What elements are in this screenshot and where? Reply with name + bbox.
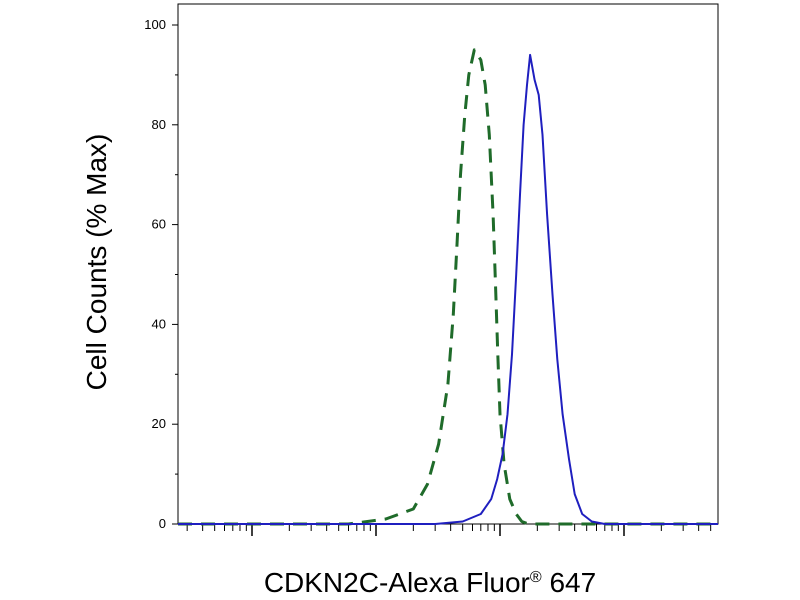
y-axis: 0 20 40 60 80 100	[144, 17, 178, 531]
plot-frame	[177, 3, 719, 525]
y-tick-label: 80	[152, 117, 166, 132]
y-axis-label: Cell Counts (% Max)	[81, 134, 112, 391]
series-line-solid	[178, 53, 718, 525]
series-layer	[178, 48, 718, 526]
x-axis-label-suffix: 647	[542, 567, 597, 598]
series-line-dashed	[178, 48, 718, 526]
x-axis-label-superscript: ®	[530, 569, 542, 586]
x-axis-label-main: CDKN2C-Alexa Fluor	[264, 567, 530, 598]
y-tick-label: 60	[152, 217, 166, 232]
y-tick-label: 0	[159, 516, 166, 531]
x-axis	[186, 524, 712, 536]
x-axis-label: CDKN2C-Alexa Fluor® 647	[264, 567, 596, 598]
y-tick-label: 40	[152, 316, 166, 331]
y-tick-label: 100	[144, 17, 166, 32]
y-tick-label: 20	[152, 416, 166, 431]
